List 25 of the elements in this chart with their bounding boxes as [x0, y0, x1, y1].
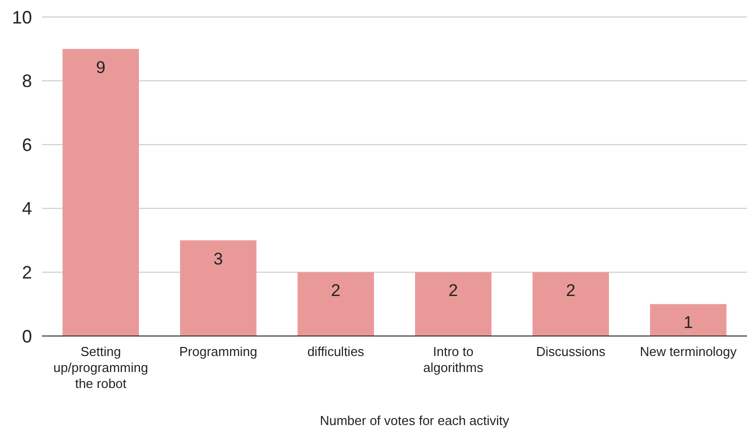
x-tick-label: Intro to algorithms — [423, 344, 484, 375]
y-tick-label: 6 — [22, 134, 32, 155]
data-label: 9 — [96, 58, 106, 77]
x-tick-label: difficulties — [307, 344, 365, 359]
bar — [298, 272, 374, 336]
bar — [532, 272, 609, 336]
x-tick-label: New terminology — [640, 344, 738, 359]
x-tick-label: Discussions — [536, 344, 606, 359]
y-tick-label: 2 — [22, 262, 32, 282]
bar — [180, 240, 256, 336]
y-tick-label: 0 — [22, 326, 32, 346]
bar — [62, 48, 139, 336]
y-tick-label: 10 — [12, 7, 32, 28]
data-label: 1 — [684, 313, 693, 332]
x-axis-title: Number of votes for each activity — [320, 413, 510, 428]
bar — [650, 304, 726, 336]
y-tick-label: 4 — [22, 198, 32, 219]
data-label: 2 — [566, 281, 576, 300]
x-tick-label: Setting up/programming the robot — [53, 344, 148, 391]
data-label: 2 — [448, 281, 458, 300]
data-label: 3 — [214, 249, 223, 268]
x-tick-label: Programming — [179, 344, 258, 359]
bar — [415, 272, 492, 336]
y-tick-label: 8 — [22, 71, 32, 92]
data-label: 2 — [331, 281, 340, 300]
